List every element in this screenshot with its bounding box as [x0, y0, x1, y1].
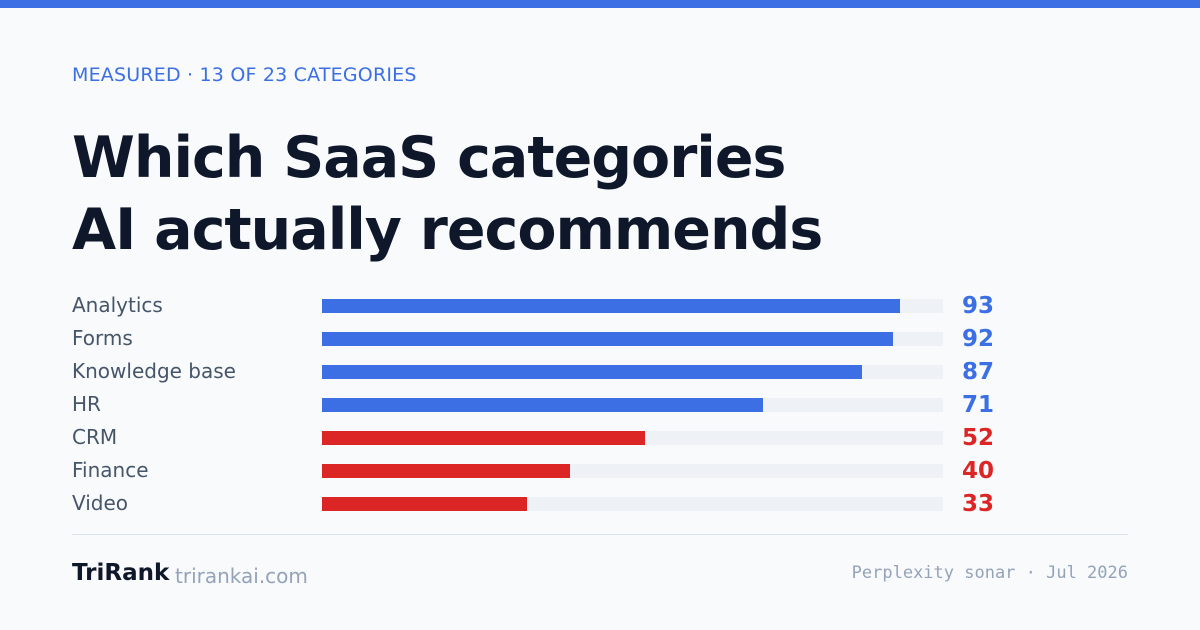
value-label: 93: [962, 293, 995, 319]
category-label: Knowledge base: [72, 359, 236, 383]
footer-divider: [72, 534, 1128, 535]
bar: [322, 431, 645, 445]
bar-track: [322, 497, 943, 511]
source-note: Perplexity sonar · Jul 2026: [851, 563, 1128, 583]
chart-row: CRM 52: [72, 423, 1072, 456]
category-label: Forms: [72, 326, 133, 350]
chart-row: HR 71: [72, 390, 1072, 423]
brand-logo-text: TriRank: [72, 560, 170, 586]
bar: [322, 299, 900, 313]
bar: [322, 398, 763, 412]
chart-row: Forms 92: [72, 324, 1072, 357]
value-label: 87: [962, 359, 995, 385]
page-title: Which SaaS categories AI actually recomm…: [72, 122, 823, 266]
category-label: CRM: [72, 425, 118, 449]
title-line-1: Which SaaS categories: [72, 125, 786, 191]
value-label: 71: [962, 392, 995, 418]
bar-chart: Analytics 93 Forms 92 Knowledge base 87 HR 71 CR…: [72, 291, 1072, 523]
category-label: HR: [72, 392, 101, 416]
bar: [322, 464, 571, 478]
category-label: Video: [72, 491, 129, 515]
category-label: Analytics: [72, 293, 163, 317]
chart-row: Video 33: [72, 489, 1072, 522]
eyebrow-label: MEASURED · 13 OF 23 CATEGORIES: [72, 64, 417, 86]
bar: [322, 497, 527, 511]
bar-track: [322, 464, 943, 478]
value-label: 40: [962, 458, 995, 484]
value-label: 33: [962, 491, 995, 517]
bar-track: [322, 299, 943, 313]
chart-row: Finance 40: [72, 456, 1072, 489]
bar: [322, 332, 894, 346]
value-label: 92: [962, 326, 995, 352]
chart-row: Analytics 93: [72, 291, 1072, 324]
bar-track: [322, 365, 943, 379]
top-accent-bar: [0, 0, 1200, 8]
chart-row: Knowledge base 87: [72, 357, 1072, 390]
value-label: 52: [962, 425, 995, 451]
bar: [322, 365, 863, 379]
title-line-2: AI actually recommends: [72, 197, 823, 263]
category-label: Finance: [72, 458, 149, 482]
bar-track: [322, 332, 943, 346]
brand-domain: trirankai.com: [175, 564, 308, 588]
bar-track: [322, 431, 943, 445]
bar-track: [322, 398, 943, 412]
